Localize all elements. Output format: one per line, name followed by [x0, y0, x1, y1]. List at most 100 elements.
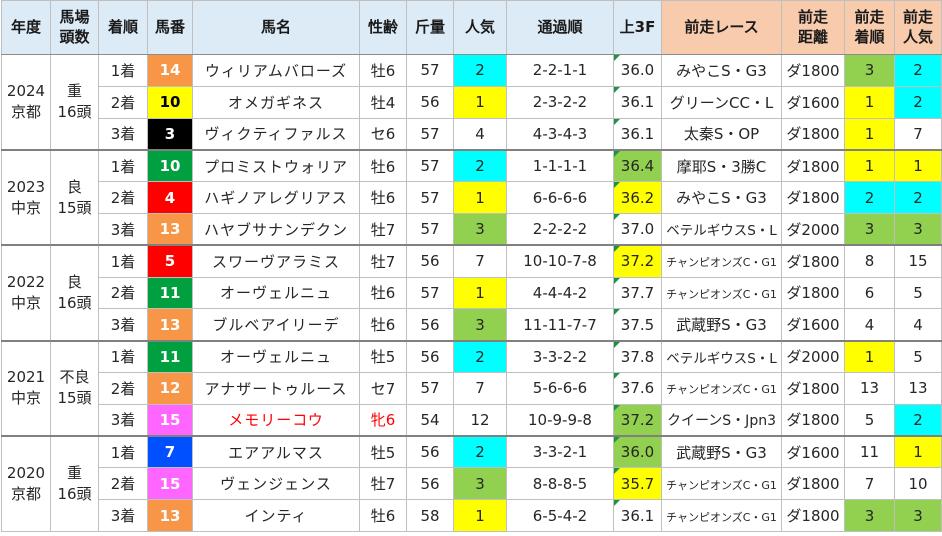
sex-age-value: 牡6 [370, 507, 396, 526]
header-last-3f: 上3F [613, 0, 662, 55]
finish-position-cell: 3着 [98, 403, 148, 437]
prev-popularity-cell: 5 [894, 276, 942, 310]
prev-distance-cell: ダ1800 [781, 467, 845, 501]
last-3f-value: 36.1 [620, 124, 655, 143]
finish-position-value: 1着 [110, 252, 136, 271]
popularity-cell: 3 [453, 212, 507, 246]
header-horse-name: 馬名 [192, 0, 360, 55]
finish-position-cell: 2着 [98, 85, 148, 119]
horse-name-value: プロミストウォリア [203, 157, 348, 176]
horse-name-value: オーヴェルニュ [219, 348, 332, 367]
finish-position-cell: 3着 [98, 117, 148, 151]
weight-carried-value: 56 [420, 443, 440, 462]
race-result-row: 2021 中京 不良 15頭 1着 11 オーヴェルニュ 牡5 56 2 3-3-2-2 37.8 ベテ… [1, 339, 942, 437]
passing-order-cell: 6-6-6-6 [506, 181, 614, 214]
last-3f-value: 37.6 [620, 379, 655, 398]
prev-finish-value: 7 [864, 474, 875, 493]
venue-label: 中京 [10, 389, 41, 408]
prev-finish-cell: 7 [844, 467, 895, 501]
finish-position-value: 1着 [110, 443, 136, 462]
prev-popularity-value: 5 [913, 347, 923, 366]
last-3f-cell: 36.1 [613, 85, 662, 119]
year-label: 2021 [6, 368, 46, 387]
race-result-row: 2着 10 オメガギネス 牡4 56 1 2-3-2-2 36.1 グリーンCC・L ダ1600 1… [2, 85, 942, 119]
year-label: 2024 [6, 81, 46, 100]
prev-distance-cell: ダ1800 [781, 117, 845, 151]
last-3f-cell: 35.7 [613, 467, 662, 501]
passing-order-cell: 2-3-2-2 [506, 85, 614, 119]
horse-number-value: 12 [159, 379, 181, 398]
horse-number-badge: 5 [147, 244, 193, 278]
weight-carried-cell: 57 [406, 54, 454, 87]
popularity-value: 3 [475, 474, 485, 493]
prev-popularity-cell: 1 [894, 435, 942, 469]
last-3f-cell: 36.4 [613, 148, 662, 183]
finish-position-value: 2着 [110, 284, 136, 303]
header-prev-popularity: 前走 人気 [894, 0, 942, 55]
sex-age-cell: 牡7 [359, 244, 407, 278]
prev-popularity-value: 1 [913, 443, 923, 462]
weight-carried-value: 58 [420, 506, 440, 525]
horse-number-value: 13 [159, 220, 181, 239]
prev-popularity-value: 1 [913, 157, 923, 176]
prev-race-cell: みやこS・G3 [661, 181, 782, 214]
passing-order-cell: 10-9-9-8 [506, 403, 614, 437]
horse-name-value: ヴィクティファルス [204, 125, 348, 144]
prev-finish-value: 3 [864, 220, 875, 239]
finish-position-cell: 3着 [98, 212, 148, 246]
prev-finish-cell: 5 [844, 403, 895, 437]
race-result-row: 2着 11 オーヴェルニュ 牡6 57 1 4-4-4-2 37.7 チャンピオンズC・G1 ダ1… [2, 276, 942, 310]
green-triangle-icon [614, 309, 620, 316]
prev-popularity-cell: 1 [894, 148, 942, 183]
header-weight: 斤量 [406, 0, 454, 55]
race-result-row: 2024 京都重 16頭 1着 14 ウィリアムバローズ 牡6 57 2 2-2-1-1 36.0 み… [1, 53, 942, 151]
weight-carried-cell: 54 [406, 403, 454, 437]
prev-distance-cell: ダ2000 [781, 339, 845, 373]
prev-popularity-cell: 3 [894, 499, 942, 532]
finish-position-cell: 3着 [98, 499, 148, 532]
year-venue-cell: 2022 中京 [1, 244, 51, 342]
prev-finish-value: 4 [864, 315, 875, 334]
header-horse-number: 馬番 [147, 0, 193, 55]
prev-popularity-cell: 2 [894, 85, 942, 119]
venue-label: 京都 [10, 485, 41, 503]
prev-race-value: チャンピオンズC・G1 [666, 510, 777, 524]
year-venue-cell: 2024 京都 [1, 53, 51, 151]
prev-distance-value: ダ1800 [786, 475, 840, 494]
last-3f-value: 37.8 [620, 347, 655, 366]
green-triangle-icon [614, 119, 620, 125]
passing-order-value: 10-9-9-8 [528, 410, 592, 429]
prev-popularity-cell: 3 [894, 212, 942, 246]
prev-distance-cell: ダ1800 [781, 244, 845, 278]
popularity-value: 1 [475, 283, 485, 302]
prev-distance-value: ダ1800 [786, 157, 840, 176]
horse-name-cell: プロミストウォリア [192, 148, 360, 183]
prev-popularity-value: 10 [908, 474, 928, 493]
passing-order-value: 6-5-4-2 [532, 506, 588, 525]
race-result-row: 3着 13 インティ 牡6 58 1 6-5-4-2 36.1 チャンピオンズC・G1 ダ1800… [2, 499, 942, 532]
prev-distance-value: ダ1600 [786, 443, 840, 462]
prev-race-cell: 太秦S・OP [661, 117, 782, 151]
year-label: 2022 [6, 272, 46, 291]
horse-number-value: 13 [159, 506, 181, 525]
horse-number-value: 11 [159, 347, 181, 366]
horse-number-badge: 11 [147, 339, 193, 373]
last-3f-cell: 36.1 [613, 117, 662, 151]
prev-finish-cell: 6 [844, 276, 895, 310]
sex-age-cell: 牡5 [359, 435, 407, 469]
prev-popularity-cell: 4 [894, 308, 942, 342]
header-row: 年度 馬場 頭数 着順 馬番 馬名 性齢 斤量 人気 通過順 上3F 前走レース… [1, 0, 942, 55]
header-prev-finish: 前走 着順 [844, 0, 895, 55]
passing-order-cell: 11-11-7-7 [506, 308, 614, 342]
sex-age-cell: 牡6 [359, 308, 407, 342]
finish-position-cell: 2着 [98, 467, 148, 501]
horse-number-badge: 13 [147, 308, 193, 342]
sex-age-cell: 牝6 [359, 403, 407, 437]
track-condition-label: 重 [66, 464, 82, 482]
race-result-row: 3着 13 ブルベアイリーデ 牡6 56 3 11-11-7-7 37.5 武蔵野S・G3 ダ16… [2, 308, 942, 342]
prev-race-value: みやこS・G3 [676, 189, 767, 208]
horse-name-cell: ヴィクティファルス [192, 117, 360, 151]
race-result-row: 2022 中京良 16頭 1着 5 スワーヴアラミス 牡7 56 7 10-10-7-8 37.2 チ… [1, 244, 942, 342]
year-venue-cell: 2020 京都 [1, 435, 51, 532]
last-3f-value: 37.2 [620, 252, 655, 271]
